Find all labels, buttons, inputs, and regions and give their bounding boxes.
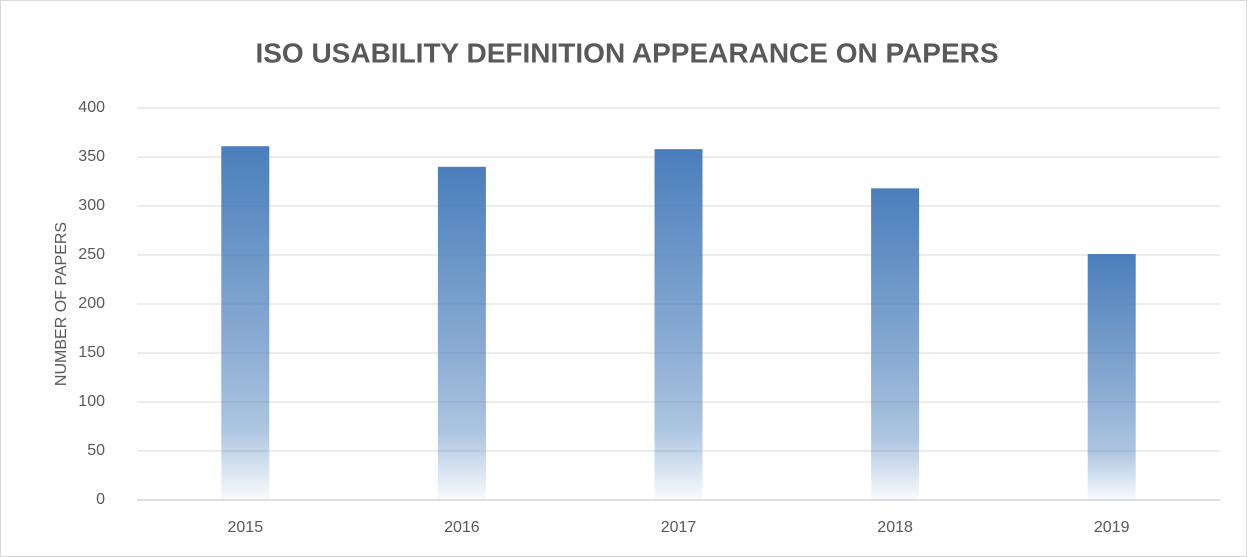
bar — [437, 166, 486, 501]
y-tick-label: 250 — [78, 246, 105, 263]
y-tick-label: 0 — [96, 491, 105, 508]
y-tick-label: 400 — [78, 99, 105, 116]
y-tick-label: 350 — [78, 148, 105, 165]
bar — [871, 188, 920, 501]
bar — [221, 146, 270, 500]
x-tick-label: 2015 — [228, 519, 264, 536]
chart-title: ISO USABILITY DEFINITION APPEARANCE ON P… — [255, 37, 998, 68]
x-tick-label: 2017 — [661, 519, 697, 536]
y-tick-label: 200 — [78, 295, 105, 312]
y-tick-label: 50 — [87, 442, 105, 459]
bar — [1087, 254, 1136, 500]
y-tick-label: 100 — [78, 393, 105, 410]
y-axis-label: NUMBER OF PAPERS — [53, 222, 70, 386]
bar — [654, 149, 703, 500]
y-tick-label: 300 — [78, 197, 105, 214]
x-tick-label: 2019 — [1094, 519, 1130, 536]
y-tick-label: 150 — [78, 344, 105, 361]
x-tick-label: 2016 — [444, 519, 480, 536]
x-tick-label: 2018 — [877, 519, 913, 536]
